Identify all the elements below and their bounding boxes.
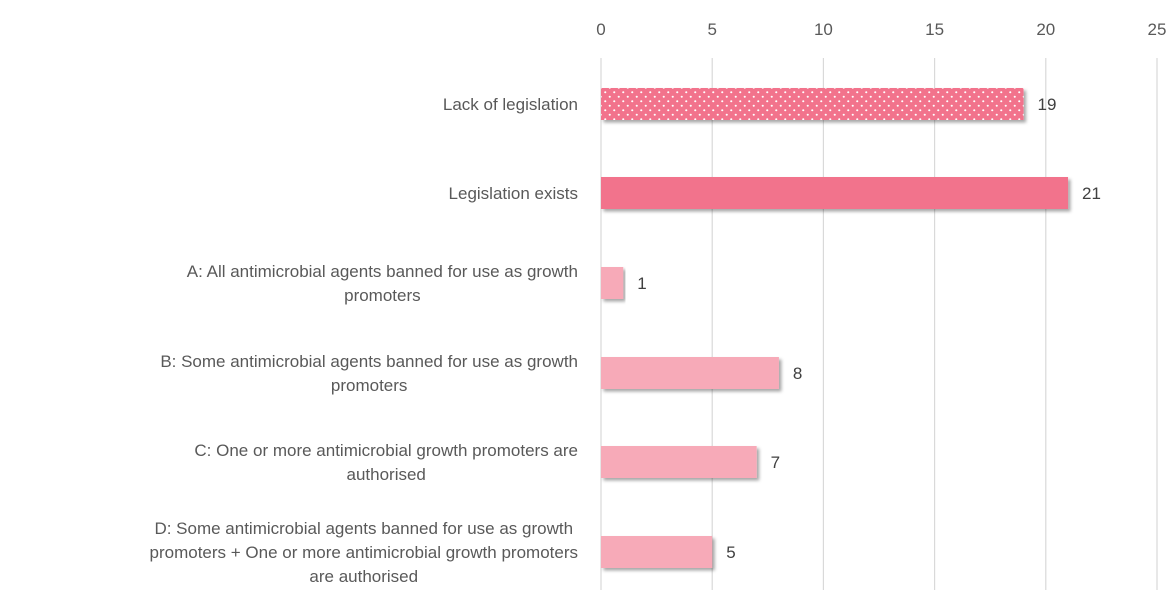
x-axis-ticks: 0 5 10 15 20 25 <box>596 20 1166 39</box>
bar-4 <box>601 446 757 478</box>
category-label-2-line-0: A: All antimicrobial agents banned for u… <box>187 262 578 281</box>
data-label-4: 7 <box>771 453 780 472</box>
x-tick-label-10: 10 <box>814 20 833 39</box>
data-label-5: 5 <box>726 543 735 562</box>
x-tick-label-15: 15 <box>925 20 944 39</box>
bar-0 <box>601 88 1024 120</box>
data-labels: 19 21 1 8 7 5 <box>637 95 1101 562</box>
category-label-0: Lack of legislation <box>443 95 578 114</box>
category-label-3-line-1: promoters <box>331 376 408 395</box>
category-label-0-line-0: Lack of legislation <box>443 95 578 114</box>
category-label-1-line-0: Legislation exists <box>449 184 578 203</box>
x-tick-label-20: 20 <box>1036 20 1055 39</box>
bars <box>601 88 1069 568</box>
bar-5 <box>601 536 713 568</box>
x-tick-label-0: 0 <box>596 20 605 39</box>
category-label-4-line-0: C: One or more antimicrobial growth prom… <box>194 441 578 460</box>
data-label-3: 8 <box>793 364 802 383</box>
category-labels: Lack of legislation Legislation exists A: … <box>150 95 578 586</box>
category-label-3-line-0: B: Some antimicrobial agents banned for … <box>160 352 578 371</box>
data-label-2: 1 <box>637 274 646 293</box>
category-label-5-line-1: promoters + One or more antimicrobial gr… <box>150 543 578 562</box>
bar-1 <box>601 177 1069 209</box>
category-label-2-line-1: promoters <box>344 286 421 305</box>
data-label-0: 19 <box>1038 95 1057 114</box>
x-tick-label-5: 5 <box>707 20 716 39</box>
category-label-4-line-1: authorised <box>347 465 426 484</box>
category-label-1: Legislation exists <box>449 184 578 203</box>
category-label-2: A: All antimicrobial agents banned for u… <box>187 262 578 305</box>
category-label-3: B: Some antimicrobial agents banned for … <box>160 352 578 395</box>
gridlines <box>600 58 1158 590</box>
bar-3 <box>601 357 779 389</box>
category-label-4: C: One or more antimicrobial growth prom… <box>194 441 578 484</box>
category-label-5-line-2: are authorised <box>309 567 418 586</box>
category-label-5-line-0: D: Some antimicrobial agents banned for … <box>154 519 573 538</box>
category-label-5: D: Some antimicrobial agents banned for … <box>150 519 578 586</box>
bar-2 <box>601 267 624 299</box>
x-tick-label-25: 25 <box>1148 20 1167 39</box>
data-label-1: 21 <box>1082 184 1101 203</box>
